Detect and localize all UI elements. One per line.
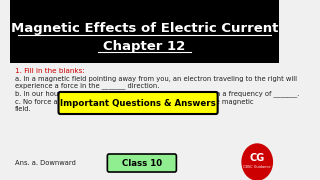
- Text: b. In our houses we receive AC electric power of _______ with a frequency of ___: b. In our houses we receive AC electric …: [15, 90, 299, 97]
- Text: CG: CG: [250, 153, 265, 163]
- FancyBboxPatch shape: [59, 92, 218, 114]
- Text: Chapter 12: Chapter 12: [103, 39, 186, 53]
- Text: s the magnetic: s the magnetic: [203, 99, 254, 105]
- Text: experience a force in the _______ direction.: experience a force in the _______ direct…: [15, 82, 159, 89]
- Text: 1. Fill in the blanks:: 1. Fill in the blanks:: [15, 68, 84, 74]
- FancyBboxPatch shape: [10, 0, 279, 63]
- Text: CBSC Guidance: CBSC Guidance: [244, 165, 271, 169]
- Text: Important Questions & Answers: Important Questions & Answers: [60, 98, 216, 107]
- Text: c. No force act: c. No force act: [15, 99, 64, 105]
- Text: Ans. a. Downward: Ans. a. Downward: [15, 160, 76, 166]
- Text: Magnetic Effects of Electric Current: Magnetic Effects of Electric Current: [11, 21, 278, 35]
- FancyBboxPatch shape: [107, 154, 176, 172]
- Text: a. In a magnetic field pointing away from you, an electron traveling to the righ: a. In a magnetic field pointing away fro…: [15, 76, 297, 82]
- Text: Class 10: Class 10: [122, 159, 162, 168]
- Text: field.: field.: [15, 106, 31, 112]
- Circle shape: [242, 144, 272, 180]
